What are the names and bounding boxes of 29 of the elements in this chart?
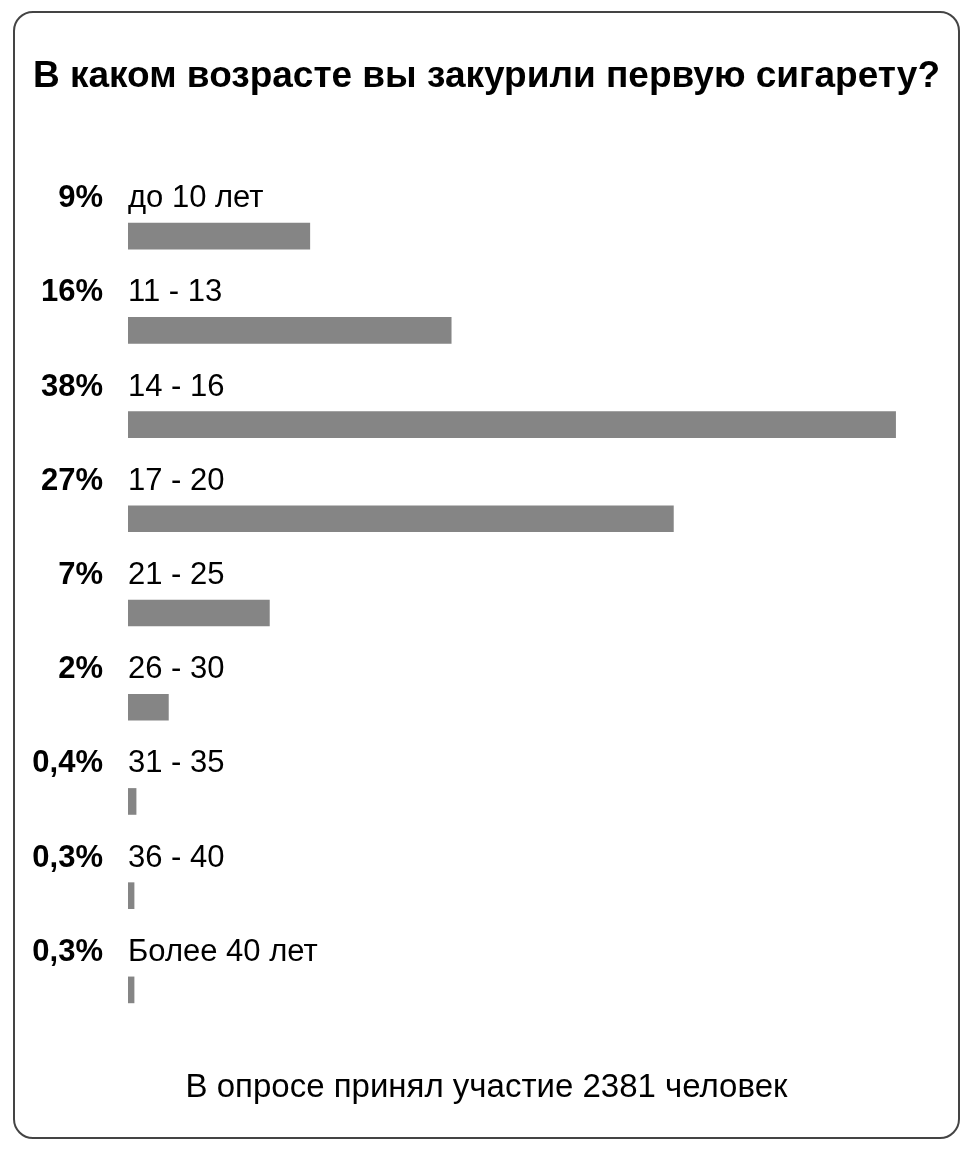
y-tick-label: 17 - 20 [128,461,225,497]
y-tick-label: 26 - 30 [128,650,225,686]
bar [128,411,896,438]
data-label: 9% [58,179,103,215]
chart-title: В каком возрасте вы закурили первую сигарету? [32,54,941,95]
bar [128,599,270,627]
y-tick-label: до 10 лет [128,179,264,215]
data-label: 27% [40,461,103,497]
y-tick-label: Более 40 лет [128,932,318,968]
bar [128,788,137,815]
y-tick-label: 21 - 25 [128,556,225,591]
data-label: 16% [40,273,103,309]
data-label: 0,4% [32,744,103,780]
bar [128,317,452,344]
y-tick-label: 11 - 13 [128,273,223,309]
bar [128,882,135,909]
data-label: 7% [58,556,103,591]
bar [128,976,135,1004]
text: В опросе принял участие 2381 человек [184,1067,789,1104]
data-label: 0,3% [32,932,103,968]
data-label: 0,3% [32,838,103,874]
bar [128,505,674,533]
data-label: 2% [58,650,103,686]
bar [128,693,169,721]
y-tick-label: 36 - 40 [128,838,225,874]
y-tick-label: 14 - 16 [128,367,225,403]
y-tick-label: 31 - 35 [128,744,225,780]
data-label: 38% [40,367,103,403]
bar [128,222,311,250]
